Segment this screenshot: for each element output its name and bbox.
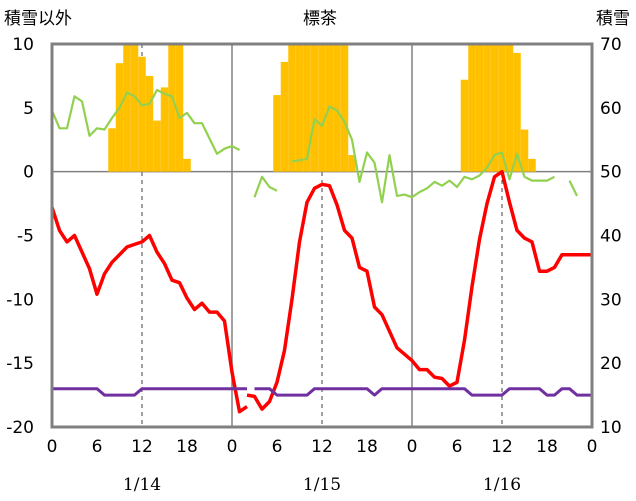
right-tick-label: 10 bbox=[600, 418, 622, 438]
bar bbox=[108, 128, 116, 172]
purple-line bbox=[254, 387, 592, 397]
x-tick-label: 12 bbox=[131, 437, 153, 457]
bar bbox=[520, 129, 529, 172]
bar bbox=[513, 52, 521, 172]
bar bbox=[483, 44, 491, 172]
bar bbox=[288, 44, 296, 172]
bar bbox=[175, 44, 184, 172]
right-tick-label: 60 bbox=[600, 99, 622, 119]
x-tick-label: 18 bbox=[536, 437, 558, 457]
right-tick-label: 70 bbox=[600, 35, 622, 55]
purple-line bbox=[52, 387, 247, 397]
x-tick-label: 12 bbox=[491, 437, 513, 457]
x-tick-label: 6 bbox=[452, 437, 463, 457]
bar bbox=[295, 44, 304, 172]
left-axis-title: 積雪以外 bbox=[4, 9, 72, 29]
x-tick-label: 0 bbox=[227, 437, 238, 457]
bar bbox=[468, 44, 476, 172]
left-tick-label: -20 bbox=[6, 418, 34, 438]
green-line bbox=[50, 88, 578, 204]
x-tick-label: 12 bbox=[311, 437, 333, 457]
bar bbox=[498, 44, 506, 172]
bar bbox=[303, 44, 311, 172]
line-series bbox=[50, 88, 592, 414]
x-tick-label: 0 bbox=[47, 437, 58, 457]
right-tick-label: 20 bbox=[600, 354, 622, 374]
bar bbox=[130, 44, 139, 172]
plot-frame bbox=[50, 42, 594, 429]
bar bbox=[318, 44, 326, 172]
plot-border bbox=[50, 42, 594, 429]
bar bbox=[145, 75, 154, 172]
left-tick-label: -5 bbox=[17, 227, 34, 247]
left-tick-label: -15 bbox=[6, 354, 34, 374]
date-label: 1/14 bbox=[123, 475, 161, 495]
x-tick-label: 18 bbox=[176, 437, 198, 457]
axis-labels: 積雪以外 標茶 積雪 1050-5-10-15-2070605040302010… bbox=[4, 9, 630, 495]
temperature-line bbox=[50, 206, 248, 414]
bar bbox=[138, 56, 146, 172]
bar bbox=[528, 158, 536, 172]
bar bbox=[475, 44, 484, 172]
x-tick-label: 6 bbox=[92, 437, 103, 457]
bar bbox=[153, 120, 161, 172]
temperature-line bbox=[246, 169, 592, 411]
date-label: 1/16 bbox=[483, 475, 521, 495]
bar bbox=[310, 44, 319, 172]
x-tick-label: 6 bbox=[272, 437, 283, 457]
bar-series bbox=[108, 44, 536, 172]
x-tick-label: 18 bbox=[356, 437, 378, 457]
left-tick-label: -10 bbox=[6, 290, 34, 310]
bar bbox=[183, 158, 191, 172]
bar bbox=[160, 87, 169, 172]
right-axis-title: 積雪 bbox=[596, 9, 630, 29]
x-tick-label: 0 bbox=[587, 437, 598, 457]
bar bbox=[168, 44, 176, 172]
bar bbox=[460, 79, 469, 172]
bar bbox=[348, 155, 356, 172]
right-tick-label: 30 bbox=[600, 290, 622, 310]
bar bbox=[280, 61, 289, 172]
left-tick-label: 0 bbox=[23, 163, 34, 183]
bar bbox=[505, 44, 514, 172]
right-tick-label: 50 bbox=[600, 163, 622, 183]
bar bbox=[115, 63, 124, 172]
right-tick-label: 40 bbox=[600, 227, 622, 247]
bar bbox=[490, 44, 499, 172]
bar bbox=[340, 44, 349, 172]
date-label: 1/15 bbox=[303, 475, 341, 495]
bar bbox=[123, 44, 131, 172]
left-tick-label: 10 bbox=[12, 35, 34, 55]
left-tick-label: 5 bbox=[23, 99, 34, 119]
chart-title: 標茶 bbox=[303, 9, 337, 29]
bar bbox=[333, 44, 341, 172]
bar bbox=[273, 95, 281, 172]
x-tick-label: 0 bbox=[407, 437, 418, 457]
